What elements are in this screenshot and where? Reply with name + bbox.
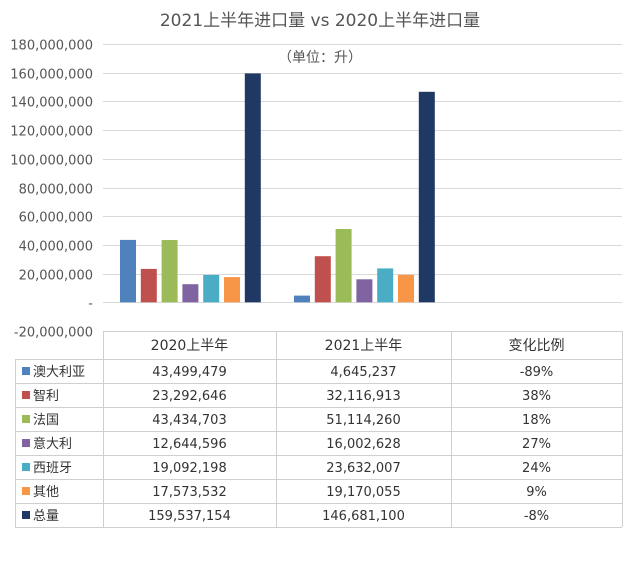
table-value: 23,632,007 [326,461,400,476]
legend-label: 意大利 [33,436,72,452]
legend-swatch [22,367,30,375]
bar-5-1 [203,274,220,303]
legend-label: 智利 [33,389,59,404]
table-header: 变化比例 [509,338,565,354]
bar-4-1 [182,284,199,303]
table-value: 17,573,532 [152,485,226,500]
legend-label: 西班牙 [33,461,72,476]
y-tick-label: 40,000,000 [19,240,93,255]
table-value: 12,644,596 [152,437,226,452]
legend-label: 其他 [33,485,59,500]
y-tick-label: 100,000,000 [10,154,93,169]
table-value: 43,434,703 [152,413,226,428]
change-value: 27% [522,437,551,452]
bar-3-1 [161,240,178,303]
y-tick-label: - [88,297,93,312]
table-value: 4,645,237 [330,365,396,380]
table-value: 146,681,100 [322,509,405,524]
table-value: 51,114,260 [326,413,400,428]
y-tick-label: 140,000,000 [10,96,93,111]
change-value: -89% [520,365,554,380]
legend-swatch [22,487,30,495]
legend-label: 澳大利亚 [33,364,85,380]
y-tick-label: 120,000,000 [10,125,93,140]
bar-6-1 [224,277,240,303]
table-header: 2020上半年 [151,338,229,354]
change-value: -8% [524,509,549,524]
bar-6-2 [398,274,414,303]
change-value: 9% [526,485,547,500]
change-value: 18% [522,413,551,428]
bar-2-2 [314,256,331,303]
chart-title: 2021上半年进口量 vs 2020上半年进口量 [160,11,480,31]
table-value: 19,092,198 [152,461,226,476]
legend-swatch [22,463,30,471]
bar-5-2 [377,268,394,303]
y-tick-label: 160,000,000 [10,68,93,83]
y-tick-label: 60,000,000 [19,211,93,226]
legend-label: 法国 [33,413,59,428]
y-tick-label: 80,000,000 [19,183,93,198]
bar-4-2 [356,279,373,303]
table-value: 159,537,154 [148,509,231,524]
bar-7-2 [418,91,435,303]
bar-1-1 [120,239,136,303]
table-value: 19,170,055 [326,485,400,500]
change-value: 24% [522,461,551,476]
table-value: 32,116,913 [326,389,400,404]
table-value: 43,499,479 [152,365,226,380]
bar-7-1 [244,73,261,303]
legend-swatch [22,391,30,399]
bar-3-2 [335,229,352,303]
bar-2-1 [140,268,157,303]
legend-swatch [22,415,30,423]
y-tick-label: 20,000,000 [19,269,93,284]
legend-swatch [22,439,30,447]
table-value: 16,002,628 [326,437,400,452]
y-tick-label: 180,000,000 [10,39,93,54]
legend-label: 总量 [33,509,59,524]
chart-subtitle: （单位：升） [278,50,362,66]
table-header: 2021上半年 [325,338,403,354]
y-tick-label: -20,000,000 [14,326,93,341]
change-value: 38% [522,389,551,404]
bar-1-2 [294,295,310,303]
table-value: 23,292,646 [152,389,226,404]
legend-swatch [22,511,30,519]
